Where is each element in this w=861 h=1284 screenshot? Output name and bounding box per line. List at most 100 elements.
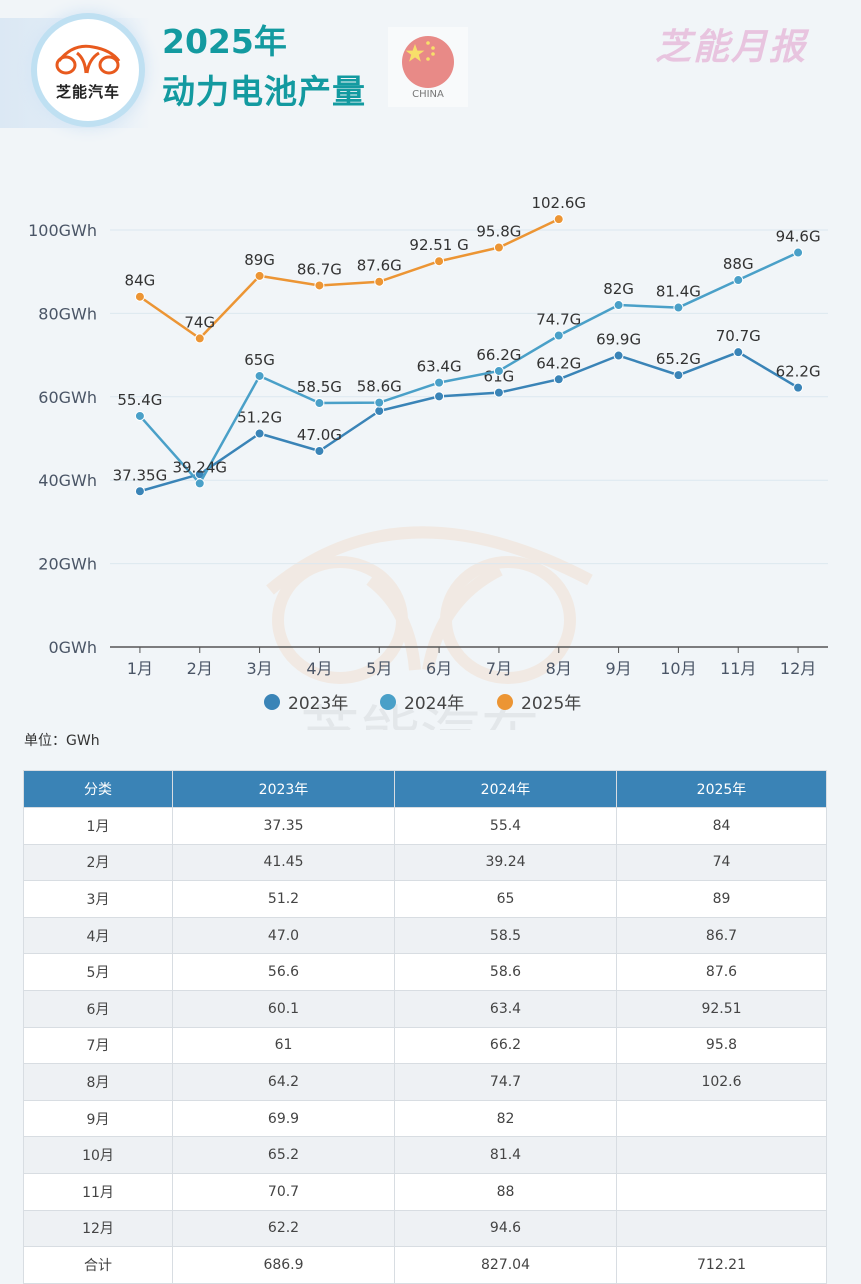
x-tick-label: 11月 <box>720 659 756 678</box>
flag-badge: CHINA <box>388 27 468 107</box>
data-point[interactable] <box>194 478 205 489</box>
cell-2024: 65 <box>394 880 617 918</box>
data-point[interactable] <box>374 397 385 408</box>
cell-2023: 41.45 <box>172 843 395 882</box>
y-tick-label: 60GWh <box>38 388 97 407</box>
data-point[interactable] <box>493 365 504 376</box>
header-2023: 2023年 <box>172 770 395 808</box>
data-point[interactable] <box>434 391 445 402</box>
data-label: 102.6G <box>531 194 586 212</box>
data-point[interactable] <box>254 370 265 381</box>
x-tick-label: 4月 <box>306 659 332 678</box>
cell-2023: 47.0 <box>172 916 395 955</box>
page-title-year: 2025年 <box>162 22 287 61</box>
watermark-logo-icon <box>266 526 593 684</box>
data-label: 64.2G <box>536 354 581 372</box>
cell-2025 <box>616 1136 827 1174</box>
data-point[interactable] <box>493 242 504 253</box>
data-label: 94.6G <box>776 228 821 246</box>
table-row: 6月 60.1 63.4 92.51 <box>23 989 827 1028</box>
data-label: 70.7G <box>716 327 761 345</box>
cell-2023: 65.2 <box>172 1136 395 1174</box>
data-label: 95.8G <box>476 223 521 241</box>
series-line <box>139 218 560 341</box>
data-point[interactable] <box>613 350 624 361</box>
data-point[interactable] <box>314 446 325 457</box>
data-point[interactable] <box>374 276 385 287</box>
data-label: 81.4G <box>656 283 701 301</box>
data-point[interactable] <box>793 247 804 258</box>
cell-2024: 58.5 <box>394 916 617 955</box>
legend-item[interactable]: 2023年 <box>264 694 348 714</box>
cell-category: 5月 <box>23 953 173 991</box>
legend-item[interactable]: 2025年 <box>497 694 581 714</box>
cell-category: 10月 <box>23 1136 173 1174</box>
series-line <box>138 251 799 486</box>
legend-marker-icon <box>264 694 280 710</box>
data-point[interactable] <box>553 214 564 225</box>
cell-2025: 84 <box>616 807 827 845</box>
cell-2024: 63.4 <box>394 989 617 1028</box>
table-row: 7月 61 66.2 95.8 <box>23 1026 827 1065</box>
data-label: 58.5G <box>297 378 342 396</box>
logo-text: 芝能汽车 <box>55 83 120 101</box>
table-row: 8月 64.2 74.7 102.6 <box>23 1063 827 1101</box>
x-tick-label: 12月 <box>780 659 816 678</box>
data-point[interactable] <box>134 291 145 302</box>
legend-marker-icon <box>497 694 513 710</box>
data-point[interactable] <box>613 300 624 311</box>
table-row: 11月 70.7 88 <box>23 1172 827 1211</box>
data-point[interactable] <box>254 270 265 281</box>
data-point[interactable] <box>194 333 205 344</box>
data-point[interactable] <box>673 302 684 313</box>
data-point[interactable] <box>553 330 564 341</box>
cell-category: 4月 <box>23 916 173 955</box>
data-point[interactable] <box>314 398 325 409</box>
data-point[interactable] <box>134 410 145 421</box>
data-point[interactable] <box>434 256 445 267</box>
data-point[interactable] <box>673 370 684 381</box>
china-flag-icon <box>402 36 454 88</box>
cell-2025: 95.8 <box>616 1026 827 1065</box>
cell-category: 1月 <box>23 807 173 845</box>
data-point[interactable] <box>434 377 445 388</box>
table-row: 4月 47.0 58.5 86.7 <box>23 916 827 955</box>
cell-2024: 66.2 <box>394 1026 617 1065</box>
data-point[interactable] <box>314 280 325 291</box>
header: 芝能汽车 2025年 动力电池产量 CHINA 芝能月报 <box>0 0 861 140</box>
data-point[interactable] <box>493 387 504 398</box>
x-tick-label: 3月 <box>246 659 272 678</box>
cell-2023: 62.2 <box>172 1209 395 1248</box>
cell-2024: 82 <box>394 1099 617 1138</box>
cell-2023: 69.9 <box>172 1099 395 1138</box>
data-label: 65G <box>244 351 275 369</box>
data-point[interactable] <box>733 347 744 358</box>
data-point[interactable] <box>374 405 385 416</box>
cell-2024: 74.7 <box>394 1063 617 1101</box>
data-label: 63.4G <box>417 358 462 376</box>
cell-2024: 58.6 <box>394 953 617 991</box>
cell-2025: 712.21 <box>616 1246 827 1284</box>
data-point[interactable] <box>793 382 804 393</box>
legend-marker-icon <box>380 694 396 710</box>
data-label: 74.7G <box>536 311 581 329</box>
header-2025: 2025年 <box>616 770 827 808</box>
data-label: 65.2G <box>656 350 701 368</box>
cell-category: 6月 <box>23 989 173 1028</box>
data-label: 39.24G <box>172 458 227 476</box>
y-tick-label: 0GWh <box>48 638 97 657</box>
legend-item[interactable]: 2024年 <box>380 694 464 714</box>
table-row: 3月 51.2 65 89 <box>23 880 827 918</box>
data-label: 47.0G <box>297 426 342 444</box>
data-point[interactable] <box>733 275 744 286</box>
table-row: 1月 37.35 55.4 84 <box>23 807 827 845</box>
header-category: 分类 <box>23 770 173 808</box>
data-point[interactable] <box>553 374 564 385</box>
data-point[interactable] <box>134 486 145 497</box>
data-point[interactable] <box>254 428 265 439</box>
table-row: 10月 65.2 81.4 <box>23 1136 827 1174</box>
logo: 芝能汽车 <box>37 19 139 121</box>
cell-2024: 55.4 <box>394 807 617 845</box>
